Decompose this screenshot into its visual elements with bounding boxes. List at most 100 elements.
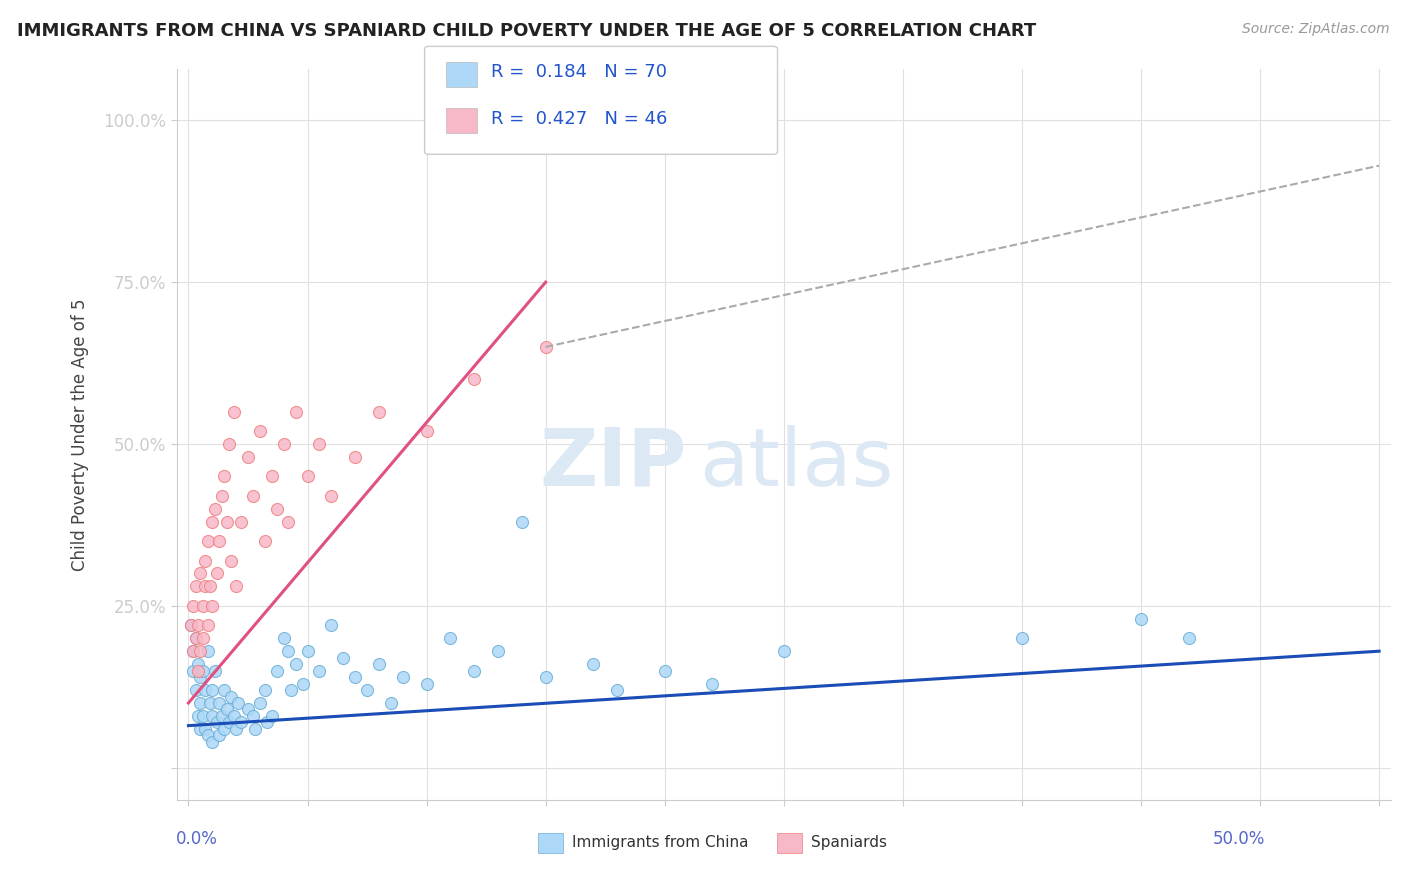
- Text: ZIP: ZIP: [540, 425, 686, 502]
- Point: [253, 534, 276, 549]
- Point: [1011, 632, 1033, 646]
- Point: [190, 670, 212, 684]
- Point: [190, 566, 212, 581]
- Text: atlas: atlas: [699, 425, 893, 502]
- Point: [344, 670, 367, 684]
- Point: [191, 709, 214, 723]
- Point: [187, 664, 209, 678]
- Text: 50.0%: 50.0%: [1213, 830, 1265, 847]
- Point: [184, 683, 207, 698]
- Point: [208, 534, 231, 549]
- Point: [229, 715, 252, 730]
- Point: [266, 501, 288, 516]
- Point: [211, 709, 233, 723]
- Point: [212, 722, 235, 736]
- Point: [297, 469, 319, 483]
- Text: Immigrants from China: Immigrants from China: [571, 835, 748, 849]
- Text: R =  0.427   N = 46: R = 0.427 N = 46: [491, 110, 666, 128]
- Point: [194, 579, 217, 593]
- Y-axis label: Child Poverty Under the Age of 5: Child Poverty Under the Age of 5: [72, 298, 89, 571]
- Point: [415, 676, 437, 690]
- Point: [191, 664, 214, 678]
- Point: [236, 450, 259, 464]
- Text: IMMIGRANTS FROM CHINA VS SPANIARD CHILD POVERTY UNDER THE AGE OF 5 CORRELATION C: IMMIGRANTS FROM CHINA VS SPANIARD CHILD …: [17, 22, 1036, 40]
- Point: [198, 579, 221, 593]
- Point: [368, 657, 391, 672]
- Point: [534, 670, 557, 684]
- Point: [256, 715, 278, 730]
- Point: [415, 424, 437, 438]
- Point: [606, 683, 628, 698]
- Point: [344, 450, 367, 464]
- Point: [277, 644, 299, 658]
- Point: [702, 676, 724, 690]
- Point: [273, 632, 295, 646]
- Point: [1177, 632, 1199, 646]
- Point: [197, 728, 219, 742]
- Point: [380, 696, 402, 710]
- Point: [260, 709, 283, 723]
- Point: [190, 696, 212, 710]
- Point: [284, 404, 307, 418]
- Point: [225, 579, 247, 593]
- Text: Spaniards: Spaniards: [810, 835, 887, 849]
- Point: [201, 709, 224, 723]
- Point: [242, 489, 264, 503]
- Point: [321, 489, 343, 503]
- Point: [184, 632, 207, 646]
- Point: [356, 683, 378, 698]
- Point: [242, 709, 264, 723]
- Point: [439, 632, 461, 646]
- Point: [212, 683, 235, 698]
- Point: [308, 664, 330, 678]
- Point: [486, 644, 509, 658]
- Point: [181, 644, 204, 658]
- Point: [194, 722, 217, 736]
- Point: [221, 553, 243, 567]
- Point: [184, 632, 207, 646]
- Point: [194, 683, 217, 698]
- Point: [654, 664, 676, 678]
- Point: [249, 424, 271, 438]
- Point: [368, 404, 391, 418]
- Text: 0.0%: 0.0%: [176, 830, 218, 847]
- Point: [180, 618, 202, 632]
- Point: [191, 599, 214, 613]
- Point: [291, 676, 314, 690]
- Point: [215, 515, 238, 529]
- Point: [273, 437, 295, 451]
- Point: [205, 715, 228, 730]
- Point: [201, 683, 224, 698]
- Point: [201, 735, 224, 749]
- Point: [208, 728, 231, 742]
- Point: [253, 683, 276, 698]
- Point: [229, 515, 252, 529]
- Text: Source: ZipAtlas.com: Source: ZipAtlas.com: [1241, 22, 1389, 37]
- Point: [181, 599, 204, 613]
- Point: [194, 553, 217, 567]
- Point: [228, 696, 250, 710]
- Point: [510, 515, 533, 529]
- Point: [260, 469, 283, 483]
- Point: [184, 579, 207, 593]
- Point: [297, 644, 319, 658]
- Point: [280, 683, 302, 698]
- Point: [190, 722, 212, 736]
- Point: [308, 437, 330, 451]
- Point: [208, 696, 231, 710]
- Point: [284, 657, 307, 672]
- Point: [391, 670, 413, 684]
- Point: [1129, 612, 1152, 626]
- Point: [197, 534, 219, 549]
- Text: R =  0.184   N = 70: R = 0.184 N = 70: [491, 63, 666, 81]
- Point: [218, 437, 240, 451]
- Point: [236, 702, 259, 716]
- Point: [215, 702, 238, 716]
- Point: [180, 618, 202, 632]
- Point: [197, 618, 219, 632]
- Point: [463, 664, 485, 678]
- Point: [190, 644, 212, 658]
- Point: [181, 664, 204, 678]
- Point: [187, 618, 209, 632]
- Point: [463, 372, 485, 386]
